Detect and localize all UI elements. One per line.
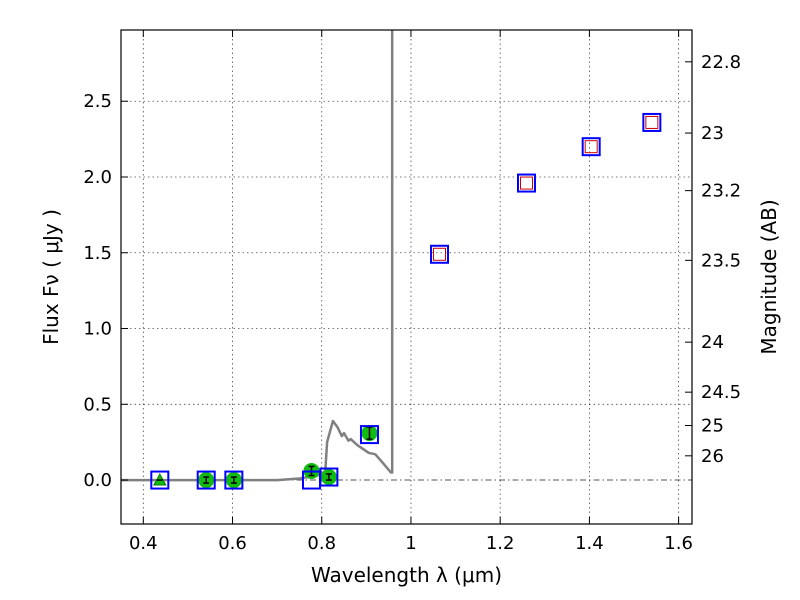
- x-tick-label: 0.8: [307, 533, 336, 554]
- x-tick-label: 0.4: [129, 533, 158, 554]
- model-sed-curve: [121, 30, 394, 482]
- model-photometry-marker: [224, 470, 244, 490]
- y-tick-label: 0.0: [83, 470, 112, 491]
- right-tick-label: 24: [701, 332, 724, 353]
- right-tick-label: 24.5: [701, 382, 741, 403]
- axis-ticks: 0.4 0.6 0.8 1 1.2 1.4 1.6 0.0 0.5 1.0 1.5 2.0 2.5 22.…: [83, 30, 741, 554]
- x-tick-label: 1: [405, 533, 416, 554]
- x-tick-label: 1.2: [486, 533, 515, 554]
- model-photometry-marker: [196, 470, 216, 490]
- upper-limit-marker: [519, 176, 533, 190]
- model-photometry-marker: [319, 467, 339, 487]
- right-tick-label: 26: [701, 446, 724, 467]
- upper-limit-marker: [645, 115, 659, 129]
- upper-limit-marker: [584, 140, 598, 154]
- plot-frame: [120, 29, 693, 525]
- y-tick-label: 0.5: [83, 394, 112, 415]
- model-photometry-marker: [642, 112, 662, 132]
- y-tick-label: 2.5: [83, 91, 112, 112]
- y-tick-label: 1.0: [83, 319, 112, 340]
- y-axis-label: Flux Fν ( μJy ): [39, 209, 63, 345]
- y-tick-label: 2.0: [83, 167, 112, 188]
- x-tick-label: 1.4: [575, 533, 604, 554]
- y-tick-label: 1.5: [83, 243, 112, 264]
- right-tick-label: 23: [701, 123, 724, 144]
- x-axis-label: Wavelength λ (μm): [311, 563, 502, 587]
- x-tick-label: 1.6: [664, 533, 693, 554]
- right-tick-label: 23.2: [701, 181, 741, 202]
- model-photometry-marker: [581, 137, 601, 157]
- right-axis-label: Magnitude (AB): [757, 199, 781, 354]
- right-tick-label: 22.8: [701, 52, 741, 73]
- right-tick-label: 25: [701, 416, 724, 437]
- x-tick-label: 0.6: [218, 533, 247, 554]
- right-tick-label: 23.5: [701, 250, 741, 271]
- model-photometry-marker: [359, 425, 379, 445]
- plot-area: [121, 30, 692, 490]
- model-photometry-marker: [430, 244, 450, 264]
- upper-limit-marker: [433, 247, 447, 261]
- grid-lines: [121, 30, 692, 524]
- model-photometry-marker: [516, 173, 536, 193]
- model-photometry-marker: [150, 470, 170, 490]
